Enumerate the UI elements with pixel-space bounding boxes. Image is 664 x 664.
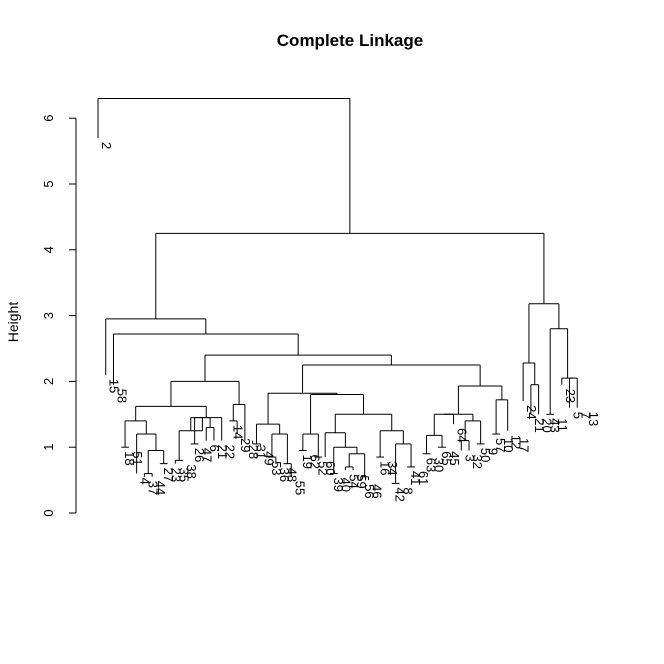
leaf-label: 20 xyxy=(540,418,555,432)
leaf-label: 59 xyxy=(354,474,369,488)
leaf-label: 46 xyxy=(370,484,385,498)
leaf-label: 39 xyxy=(331,478,346,492)
leaf-label: 32 xyxy=(470,454,485,468)
leaf-label: 14 xyxy=(230,425,245,439)
leaf-label: 30 xyxy=(431,458,446,472)
leaf-label: 37 xyxy=(145,481,160,495)
y-tick-label: 5 xyxy=(41,180,56,187)
y-tick-label: 1 xyxy=(41,444,56,451)
leaf-label: 31 xyxy=(254,445,269,459)
leaf-label: 24 xyxy=(524,405,539,419)
leaf-label: 11 xyxy=(555,418,570,432)
leaf-label: 55 xyxy=(292,481,307,495)
leaf-label: 38 xyxy=(184,464,199,478)
leaf-label: 62 xyxy=(308,454,323,468)
leaf-label: 58 xyxy=(114,389,129,403)
leaf-label: 44 xyxy=(153,481,168,495)
leaf-label: 51 xyxy=(130,451,145,465)
leaf-label: 13 xyxy=(586,412,601,426)
chart-title: Complete Linkage xyxy=(277,31,423,50)
leaf-label: 27 xyxy=(161,468,176,482)
leaf-label: 4 xyxy=(138,478,153,485)
leaf-label: 57 xyxy=(493,438,508,452)
leaf-label: 16 xyxy=(377,461,392,475)
leaf-label: 49 xyxy=(261,451,276,465)
leaf-label: 18 xyxy=(122,451,137,465)
y-tick-label: 4 xyxy=(41,246,56,253)
y-tick-label: 6 xyxy=(41,115,56,122)
leaf-label: 47 xyxy=(199,448,214,462)
leaf-label: 54 xyxy=(346,474,361,488)
leaf-label: 21 xyxy=(532,418,547,432)
leaf-label: 3 xyxy=(462,454,477,461)
y-tick-label: 2 xyxy=(41,378,56,385)
leaf-label: 2 xyxy=(99,142,114,149)
leaf-label: 5 xyxy=(571,412,586,419)
leaf-label: 42 xyxy=(393,487,408,501)
leaf-label: 19 xyxy=(300,454,315,468)
leaf-label: 40 xyxy=(339,478,354,492)
leaf-label: 35 xyxy=(176,468,191,482)
y-tick-label: 3 xyxy=(41,312,56,319)
leaf-label: 52 xyxy=(315,461,330,475)
leaf-label: 36 xyxy=(277,468,292,482)
leaf-label: 43 xyxy=(547,418,562,432)
leaf-label: 6 xyxy=(207,445,222,452)
leaf-label: 8 xyxy=(400,487,415,494)
leaf-labels: 2155818514374427233538264762122142928314… xyxy=(99,142,601,502)
leaf-label: 45 xyxy=(447,451,462,465)
leaf-label: 23 xyxy=(563,389,578,403)
leaf-label: 26 xyxy=(192,448,207,462)
leaf-label: 56 xyxy=(362,484,377,498)
leaf-label: 41 xyxy=(408,471,423,485)
y-tick-label: 0 xyxy=(41,509,56,516)
leaf-label: 10 xyxy=(501,438,516,452)
leaf-label: 63 xyxy=(424,458,439,472)
leaf-label: 53 xyxy=(269,461,284,475)
leaf-label: 22 xyxy=(223,445,238,459)
y-axis: 0 1 2 3 4 5 6 xyxy=(41,115,77,517)
leaf-label: 9 xyxy=(486,448,501,455)
leaf-label: 60 xyxy=(323,461,338,475)
dendrogram-tree xyxy=(97,97,578,484)
leaf-label: 34 xyxy=(385,461,400,475)
leaf-label: 65 xyxy=(439,451,454,465)
leaf-label: 64 xyxy=(455,428,470,442)
leaf-label: 61 xyxy=(416,471,431,485)
leaf-label: 7 xyxy=(578,412,593,419)
leaf-label: 21 xyxy=(215,445,230,459)
leaf-label: 15 xyxy=(107,379,122,393)
leaf-label: 29 xyxy=(238,438,253,452)
leaf-label: 50 xyxy=(478,448,493,462)
leaf-label: 17 xyxy=(516,438,531,452)
leaf-label: 23 xyxy=(169,468,184,482)
leaf-label: 12 xyxy=(509,435,524,449)
leaf-label: 48 xyxy=(285,468,300,482)
leaf-label: 28 xyxy=(246,445,261,459)
y-axis-label: Height xyxy=(5,302,21,343)
